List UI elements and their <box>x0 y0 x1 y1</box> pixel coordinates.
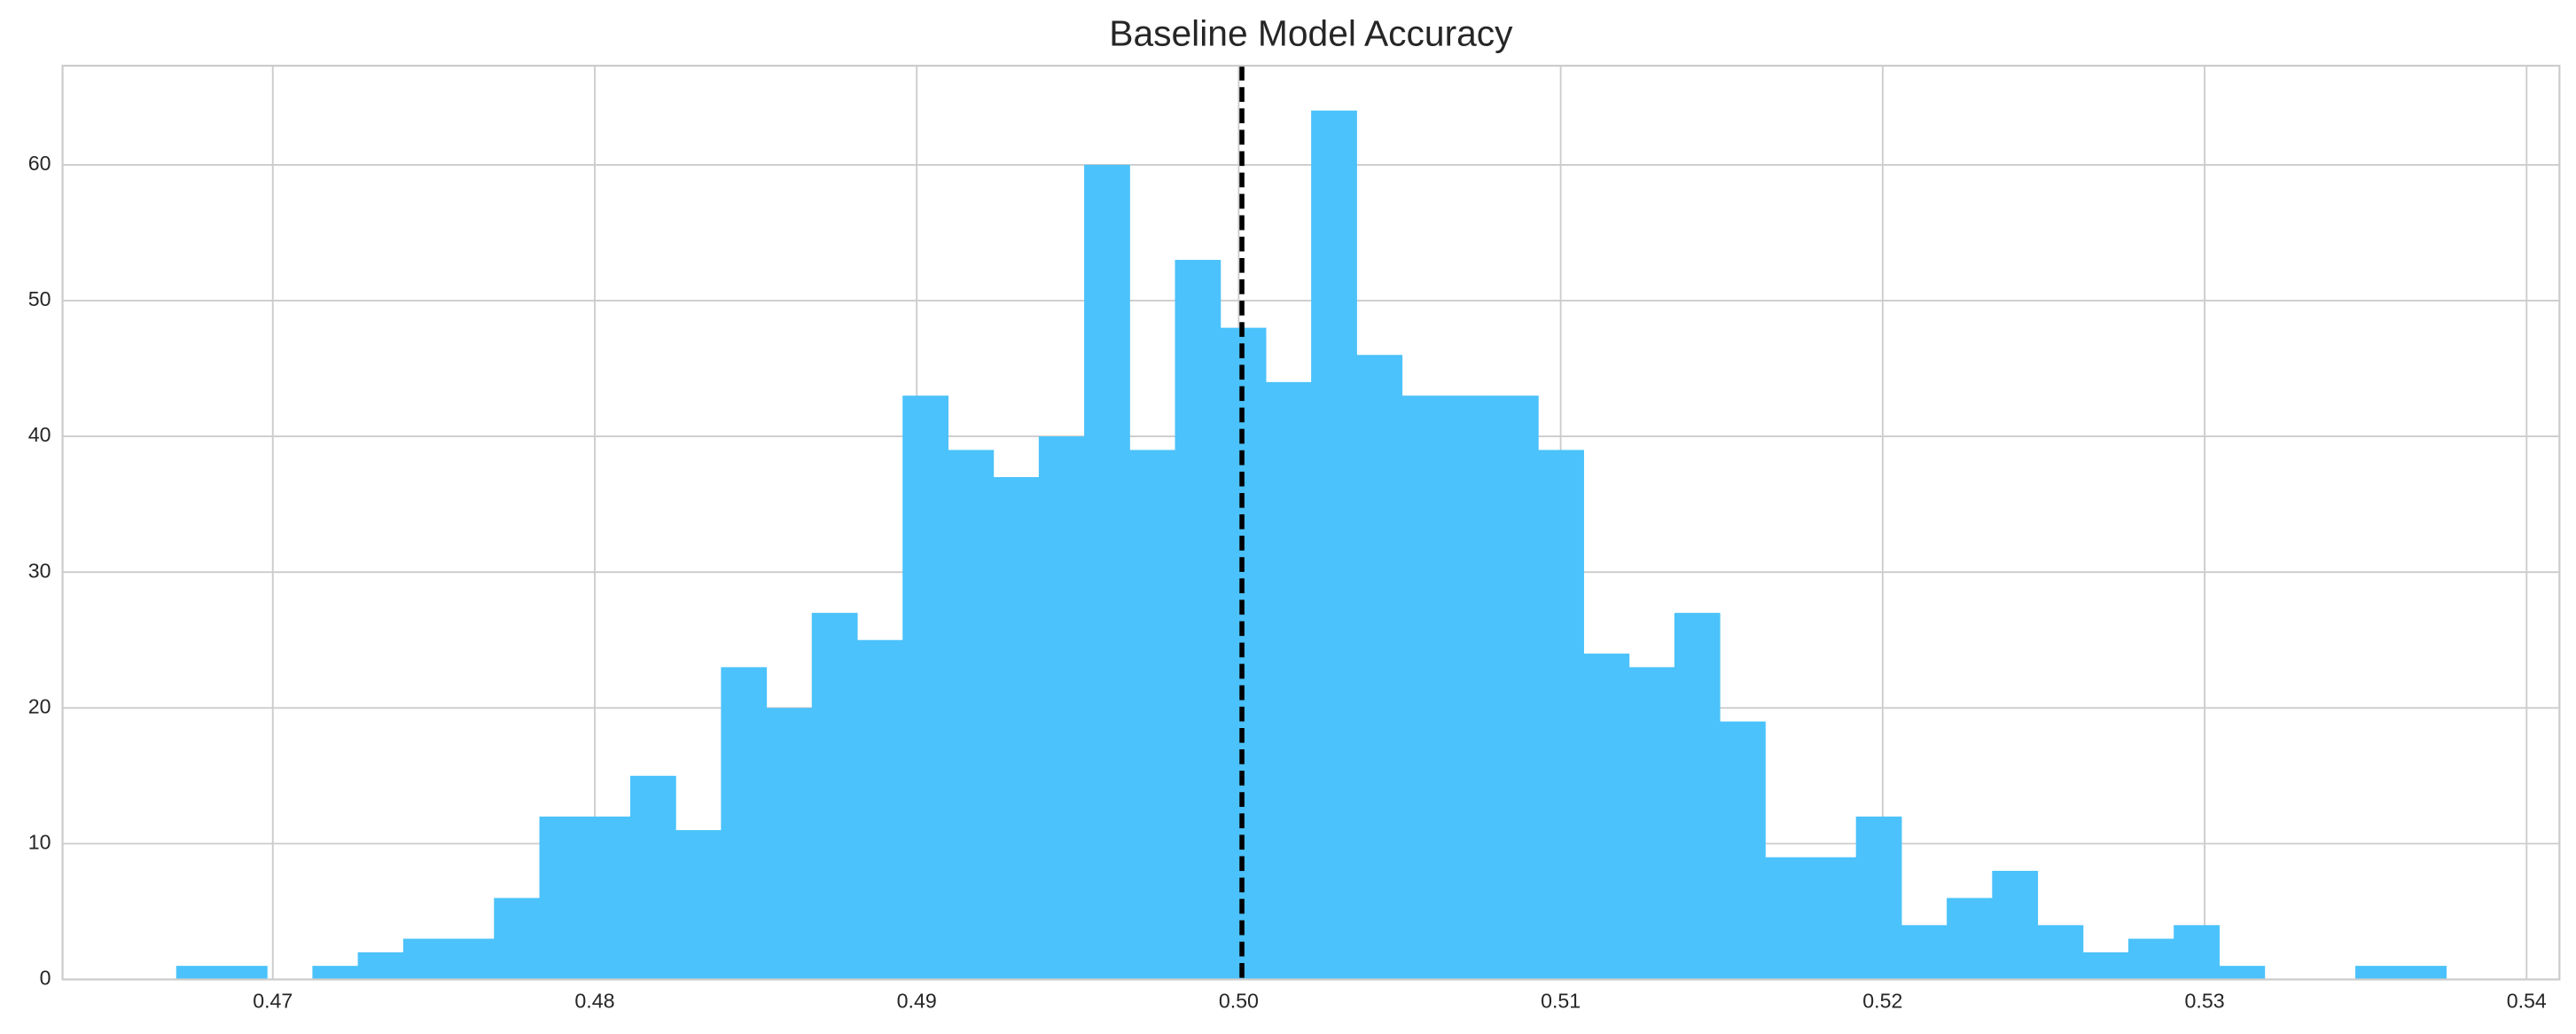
bar <box>993 477 1040 980</box>
x-tick-label: 0.48 <box>574 990 614 1013</box>
bar <box>449 938 495 980</box>
bar <box>1175 260 1222 980</box>
bar <box>357 952 404 980</box>
bar <box>1674 613 1721 980</box>
bar <box>948 450 995 980</box>
bar <box>1265 381 1312 980</box>
bar <box>766 708 813 980</box>
plot-frame <box>61 65 2561 981</box>
bar <box>675 830 722 980</box>
bar <box>1129 450 1176 980</box>
y-tick-label: 10 <box>28 831 51 854</box>
bar <box>402 938 449 980</box>
bar <box>1401 396 1448 980</box>
bar <box>2400 966 2447 980</box>
x-tick-label: 0.50 <box>1219 990 1259 1013</box>
bar <box>1855 816 1902 980</box>
bar <box>2127 938 2174 980</box>
bar <box>221 966 268 980</box>
bar <box>2082 952 2129 980</box>
bar <box>1084 164 1130 980</box>
bar <box>1447 396 1494 980</box>
bar <box>584 816 631 980</box>
bar <box>1901 925 1948 980</box>
bar <box>2355 966 2401 980</box>
bar <box>811 613 858 980</box>
y-tick-label: 20 <box>28 694 51 717</box>
bar <box>902 396 948 980</box>
bar <box>721 667 768 980</box>
bar <box>1810 857 1857 980</box>
x-tick-label: 0.52 <box>1862 990 1902 1013</box>
x-tick-label: 0.51 <box>1541 990 1581 1013</box>
x-tick-label: 0.54 <box>2507 990 2547 1013</box>
bar <box>494 897 541 980</box>
bar <box>539 816 586 980</box>
bar <box>312 966 359 980</box>
bar <box>1992 870 2039 980</box>
bar <box>1038 436 1085 980</box>
bar <box>2219 966 2266 980</box>
bar <box>1356 355 1403 980</box>
x-tick-label: 0.47 <box>253 990 293 1013</box>
x-tick-label: 0.53 <box>2185 990 2225 1013</box>
y-tick-label: 30 <box>28 559 51 582</box>
bar <box>629 775 676 980</box>
bar <box>1583 654 1630 980</box>
bar <box>176 966 222 980</box>
bar <box>1628 667 1675 980</box>
bar <box>2037 925 2084 980</box>
bar <box>856 639 903 980</box>
bar <box>1720 721 1766 980</box>
bar <box>1538 450 1584 980</box>
bar <box>1311 110 1357 980</box>
chart-title: Baseline Model Accuracy <box>1109 13 1513 54</box>
y-tick-label: 0 <box>40 967 51 990</box>
y-tick-label: 50 <box>28 287 51 310</box>
x-tick-label: 0.49 <box>897 990 937 1013</box>
bar <box>2174 925 2220 980</box>
bar <box>1765 857 1812 980</box>
bar <box>1947 897 1993 980</box>
y-tick-label: 60 <box>28 152 51 175</box>
bar <box>1492 396 1539 980</box>
y-tick-label: 40 <box>28 423 51 446</box>
